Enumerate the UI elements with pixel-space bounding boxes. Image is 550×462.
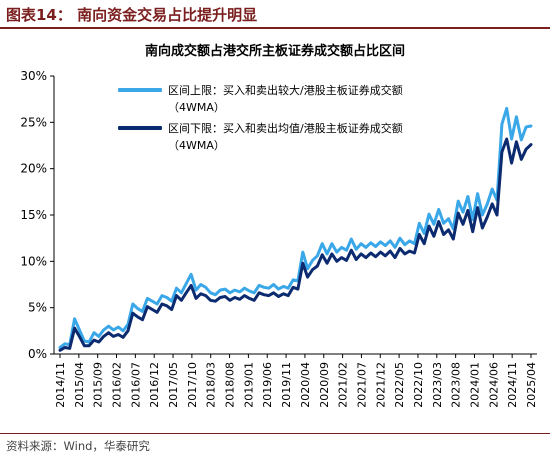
x-tick-label: 2020/09 <box>318 362 331 408</box>
series-line-lower <box>58 137 533 352</box>
x-tick-label: 2017/05 <box>167 362 180 408</box>
figure-title: 图表14： 南向资金交易占比提升明显 <box>6 6 258 24</box>
x-tick-label: 2014/11 <box>54 362 67 408</box>
x-tick-label: 2015/09 <box>92 362 105 408</box>
x-tick-label: 2018/03 <box>205 362 218 408</box>
figure-header: 图表14： 南向资金交易占比提升明显 <box>0 0 550 29</box>
x-tick-label: 2023/08 <box>450 362 463 408</box>
x-tick-label: 2022/10 <box>412 362 425 408</box>
x-tick-label: 2016/02 <box>111 362 124 408</box>
legend-swatch-lower <box>118 126 162 130</box>
x-tick-label: 2021/12 <box>374 362 387 408</box>
x-tick-label: 2024/01 <box>468 362 481 408</box>
x-tick-label: 2025/04 <box>525 362 538 408</box>
y-tick-label: 10% <box>20 254 47 268</box>
x-tick-label: 2017/10 <box>186 362 199 408</box>
x-tick-label: 2015/04 <box>73 362 86 408</box>
x-tick-label: 2016/07 <box>129 362 142 408</box>
header-divider <box>0 27 550 29</box>
x-tick-label: 2016/12 <box>148 362 161 408</box>
x-tick-label: 2019/06 <box>261 362 274 408</box>
y-tick-label: 5% <box>28 301 47 315</box>
x-tick-label: 2019/01 <box>242 362 255 408</box>
x-tick-label: 2021/02 <box>337 362 350 408</box>
legend-label-lower: 区间下限：买入和卖出均值/港股主板证券成交额（4WMA） <box>168 122 403 152</box>
y-tick-label: 25% <box>20 115 47 129</box>
y-tick-label: 15% <box>20 208 47 222</box>
x-tick-label: 2022/05 <box>393 362 406 408</box>
y-tick-label: 30% <box>20 69 47 83</box>
x-tick-label: 2023/03 <box>431 362 444 408</box>
y-tick-label: 0% <box>28 347 47 361</box>
series-line-upper <box>58 106 533 349</box>
x-tick-label: 2019/11 <box>280 362 293 408</box>
legend-item-upper: 区间上限：买入和卖出较大/港股主板证券成交额（4WMA） <box>118 82 448 116</box>
chart-legend: 区间上限：买入和卖出较大/港股主板证券成交额（4WMA） 区间下限：买入和卖出均… <box>118 82 448 158</box>
x-tick-label: 2020/04 <box>299 362 312 408</box>
legend-label-upper: 区间上限：买入和卖出较大/港股主板证券成交额（4WMA） <box>168 84 403 114</box>
y-tick-label: 20% <box>20 162 47 176</box>
x-tick-label: 2024/06 <box>487 362 500 408</box>
chart-title: 南向成交额占港交所主板证券成交额占比区间 <box>144 44 405 59</box>
x-tick-label: 2021/07 <box>355 362 368 408</box>
x-tick-label: 2024/11 <box>506 362 519 408</box>
legend-swatch-upper <box>118 88 162 92</box>
x-tick-label: 2018/08 <box>224 362 237 408</box>
footer-divider <box>0 433 550 434</box>
legend-item-lower: 区间下限：买入和卖出均值/港股主板证券成交额（4WMA） <box>118 120 448 154</box>
source-note: 资料来源：Wind，华泰研究 <box>6 439 150 453</box>
